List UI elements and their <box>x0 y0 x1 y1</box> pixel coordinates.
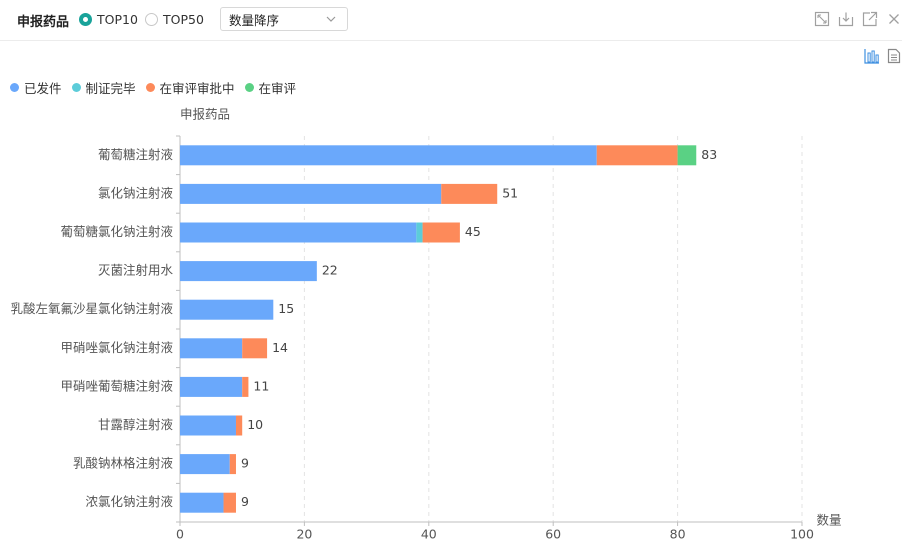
y-tick-label: 乳酸钠林格注射液 <box>73 456 174 471</box>
x-tick-label: 20 <box>296 527 312 542</box>
legend-label: 制证完毕 <box>85 80 136 96</box>
y-tick-label: 葡萄糖氯化钠注射液 <box>60 224 173 239</box>
bar-total-label: 22 <box>322 263 338 278</box>
bar-total-label: 45 <box>465 224 481 239</box>
legend-item-certified[interactable]: 制证完毕 <box>71 78 136 97</box>
y-tick-label: 葡萄糖注射液 <box>98 147 174 162</box>
bar-segment <box>180 338 243 359</box>
x-tick-label: 40 <box>421 527 437 542</box>
panel-title: 申报药品 <box>17 15 70 30</box>
bar-total-label: 9 <box>241 456 249 471</box>
bar-total-label: 83 <box>701 147 717 162</box>
bar-segment <box>242 338 268 359</box>
bar-total-label: 15 <box>278 301 294 316</box>
bar-segment <box>180 145 597 166</box>
legend-label: 在审评 <box>258 80 297 96</box>
x-tick-label: 80 <box>670 527 686 542</box>
bar-segment <box>180 376 243 397</box>
sort-select-value: 数量降序 <box>229 12 280 28</box>
bar-segment <box>180 183 442 204</box>
legend-label: 已发件 <box>24 80 62 96</box>
legend-item-shipped[interactable]: 已发件 <box>10 78 62 97</box>
chevron-down-icon <box>326 16 336 22</box>
y-tick-label: 甘露醇注射液 <box>98 417 174 432</box>
legend-label: 在审评审批中 <box>159 80 235 96</box>
bar-total-label: 10 <box>247 417 263 432</box>
radio-top10[interactable]: TOP10 <box>79 10 138 28</box>
download-icon[interactable] <box>838 11 854 27</box>
chart-toolbar: 申报药品 TOP10 TOP50 数量降序 <box>0 0 902 41</box>
bar-segment <box>441 183 498 204</box>
bar-segment <box>180 222 417 243</box>
legend-swatch-in-review <box>244 82 254 92</box>
bar-segment <box>242 376 249 397</box>
bar-segment <box>422 222 460 243</box>
radio-top50[interactable]: TOP50 <box>145 10 204 28</box>
x-axis-title: 数量 <box>816 513 841 528</box>
close-icon[interactable] <box>886 11 902 27</box>
bar-segment <box>416 222 423 243</box>
radio-top50-label: TOP50 <box>163 11 204 27</box>
bar-segment <box>229 454 236 475</box>
legend-item-in-review-approval[interactable]: 在审评审批中 <box>145 78 235 97</box>
bar-chart-icon[interactable] <box>864 48 880 64</box>
bar-total-label: 14 <box>272 340 288 355</box>
bar-total-label: 11 <box>253 378 269 393</box>
chart-legend: 已发件 制证完毕 在审评审批中 在审评 <box>10 78 306 96</box>
bar-segment <box>180 299 274 320</box>
y-tick-label: 乳酸左氧氟沙星氯化钠注射液 <box>10 301 173 316</box>
bar-total-label: 9 <box>241 494 249 509</box>
y-tick-label: 灭菌注射用水 <box>98 263 174 278</box>
radio-unchecked-icon[interactable] <box>145 12 158 26</box>
bar-segment <box>235 415 243 436</box>
bar-total-label: 51 <box>502 185 518 200</box>
legend-swatch-shipped <box>10 82 19 92</box>
y-axis-title: 申报药品 <box>180 107 230 122</box>
legend-swatch-in-review-approval <box>145 82 155 92</box>
x-tick-label: 0 <box>176 527 184 542</box>
y-tick-label: 甲硝唑氯化钠注射液 <box>60 340 173 355</box>
external-link-icon[interactable] <box>862 11 878 27</box>
radio-top10-label: TOP10 <box>97 11 138 27</box>
radio-checked-icon[interactable] <box>79 12 92 26</box>
y-tick-label: 甲硝唑葡萄糖注射液 <box>60 378 173 393</box>
bar-segment <box>180 454 230 475</box>
legend-item-in-review[interactable]: 在审评 <box>244 78 297 97</box>
x-tick-label: 60 <box>545 527 561 542</box>
bar-segment <box>596 145 678 166</box>
table-view-icon[interactable] <box>886 48 902 64</box>
y-tick-label: 氯化钠注射液 <box>98 185 174 200</box>
bar-segment <box>180 261 317 282</box>
x-tick-label: 100 <box>790 527 814 542</box>
bar-segment <box>223 492 236 513</box>
bar-segment <box>180 415 236 436</box>
bar-segment <box>677 145 697 166</box>
sort-select[interactable]: 数量降序 <box>220 7 348 31</box>
legend-swatch-certified <box>71 82 81 92</box>
expand-icon[interactable] <box>814 11 830 27</box>
bar-segment <box>180 492 224 513</box>
y-tick-label: 浓氯化钠注射液 <box>85 494 173 509</box>
